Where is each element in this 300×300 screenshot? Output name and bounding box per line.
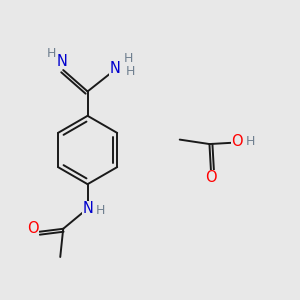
Text: N: N bbox=[82, 201, 93, 216]
Text: O: O bbox=[231, 134, 243, 148]
Text: N: N bbox=[110, 61, 120, 76]
Text: O: O bbox=[205, 170, 217, 185]
Text: O: O bbox=[27, 221, 39, 236]
Text: N: N bbox=[56, 54, 67, 69]
Text: H: H bbox=[124, 52, 133, 65]
Text: H: H bbox=[47, 47, 57, 60]
Text: H: H bbox=[126, 65, 135, 78]
Text: H: H bbox=[95, 204, 105, 218]
Text: H: H bbox=[246, 135, 255, 148]
